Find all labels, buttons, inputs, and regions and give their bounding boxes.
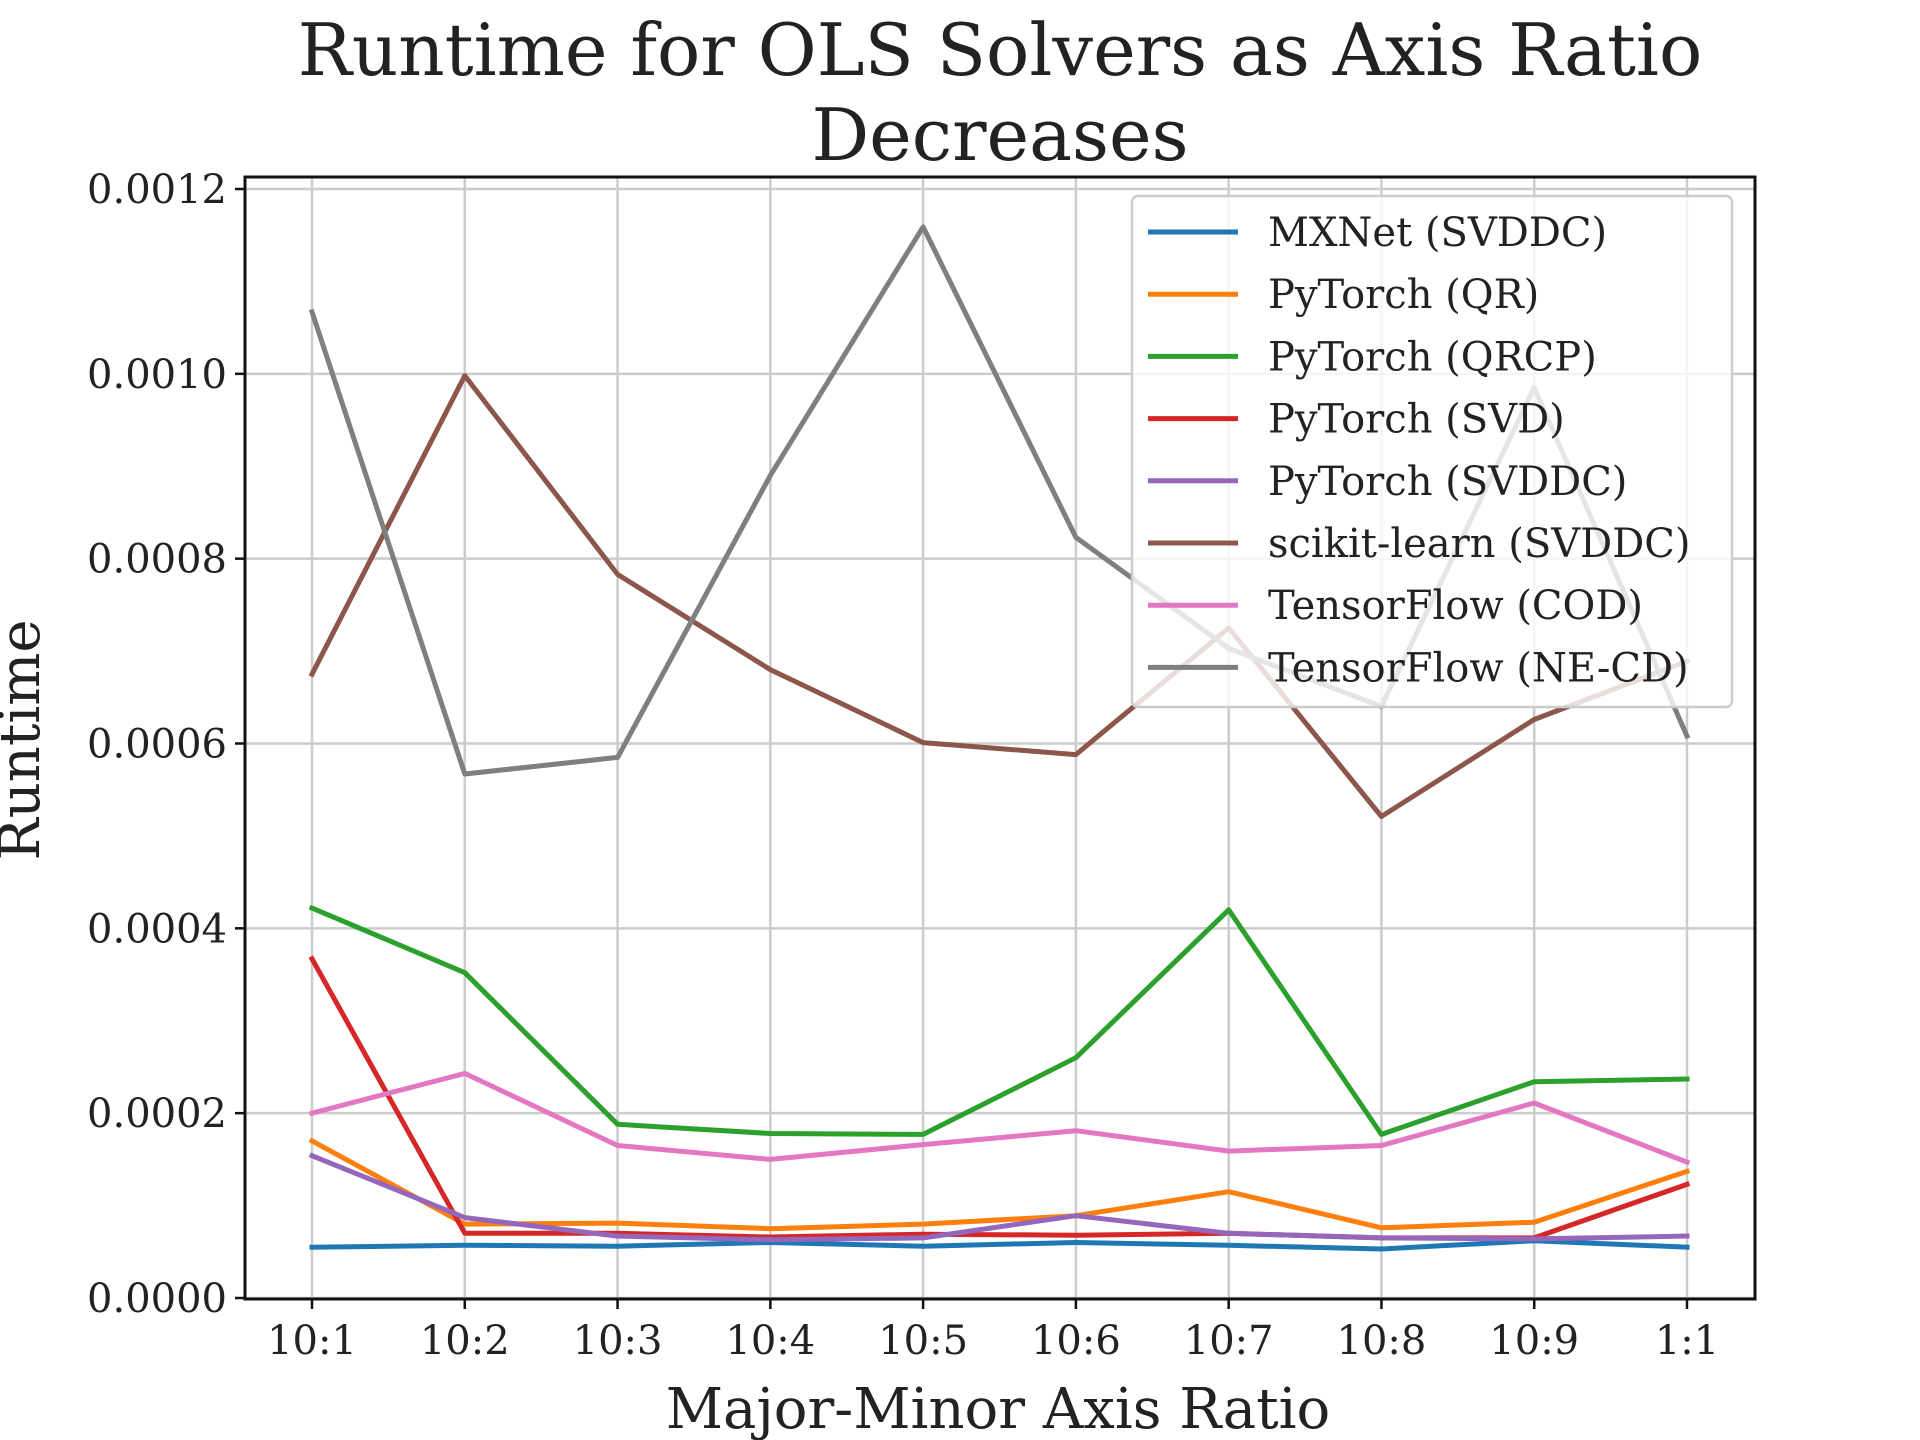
x-tick-label: 10:4 [725, 1318, 815, 1364]
x-tick-label: 10:6 [1031, 1318, 1121, 1364]
legend: MXNet (SVDDC) PyTorch (QR) PyTorch (QRCP) P… [1130, 194, 1734, 709]
series-lines [308, 224, 1691, 1252]
series-line-4 [308, 1152, 1690, 1243]
x-axis-ticks: 10:1 10:2 10:3 10:4 10:5 10:6 10:7 10:8 10:9 1:1 [267, 1299, 1719, 1364]
x-tick-label: 10:9 [1489, 1318, 1579, 1364]
y-tick-label: 0.0008 [87, 537, 227, 583]
x-tick-label: 10:8 [1337, 1318, 1427, 1364]
legend-label: PyTorch (QR) [1268, 272, 1539, 318]
x-tick-label: 10:3 [573, 1318, 663, 1364]
legend-label: PyTorch (SVDDC) [1268, 459, 1627, 505]
x-tick-label: 10:2 [420, 1318, 510, 1364]
plot-area-frame [243, 175, 1757, 1301]
legend-box [1130, 194, 1734, 709]
y-tick-label: 0.0012 [87, 167, 227, 213]
y-axis-label: Runtime [0, 620, 53, 861]
legend-label: TensorFlow (COD) [1268, 583, 1643, 629]
y-tick-label: 0.0010 [87, 352, 227, 398]
series-line-1 [308, 1137, 1691, 1232]
y-axis-ticks: 0.0000 0.0002 0.0004 0.0006 0.0008 0.0010 0.00… [87, 167, 245, 1322]
x-tick-label: 10:1 [267, 1318, 357, 1364]
legend-label: PyTorch (QRCP) [1268, 334, 1597, 380]
y-tick-label: 0.0002 [87, 1091, 227, 1137]
x-tick-label: 10:7 [1184, 1318, 1274, 1364]
legend-label: TensorFlow (NE-CD) [1268, 645, 1689, 691]
chart-title-line-1: Runtime for OLS Solvers as Axis Ratio [298, 8, 1703, 92]
series-line-6 [308, 1070, 1691, 1166]
legend-label: MXNet (SVDDC) [1268, 210, 1607, 256]
y-tick-label: 0.0004 [87, 906, 227, 952]
legend-label: scikit-learn (SVDDC) [1268, 521, 1691, 567]
y-tick-label: 0.0000 [87, 1276, 227, 1322]
series-line-0 [309, 1238, 1690, 1252]
x-axis-label: Major-Minor Axis Ratio [666, 1377, 1331, 1440]
x-tick-label: 1:1 [1655, 1318, 1719, 1364]
series-line-5 [308, 373, 1691, 819]
x-tick-label: 10:5 [878, 1318, 968, 1364]
series-line-2 [308, 904, 1690, 1137]
legend-label: PyTorch (SVD) [1268, 397, 1565, 443]
chart-title-line-2: Decreases [811, 93, 1188, 177]
y-tick-label: 0.0006 [87, 722, 227, 768]
